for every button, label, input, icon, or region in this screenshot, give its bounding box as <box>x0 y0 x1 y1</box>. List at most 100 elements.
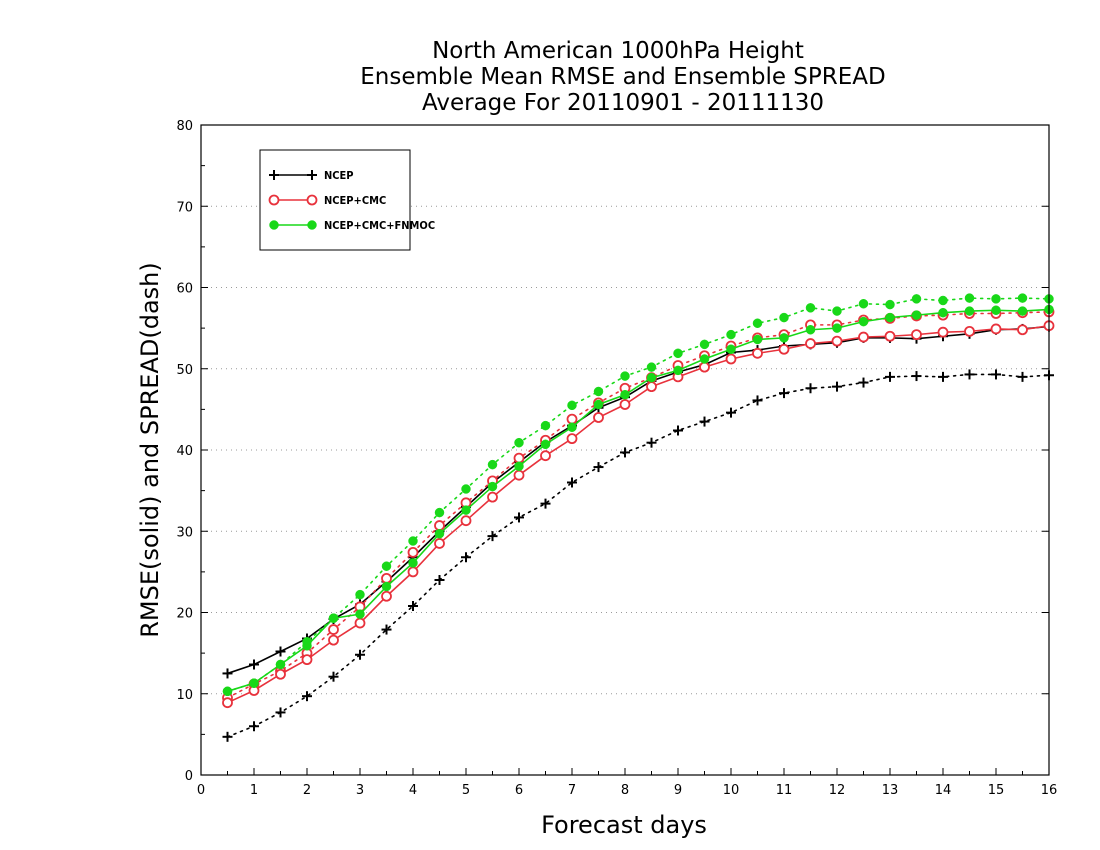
spread-point <box>249 721 259 732</box>
y-axis-label: RMSE(solid) and SPREAD(dash) <box>136 262 164 638</box>
spread-point <box>381 572 392 584</box>
rmse-point <box>805 338 816 349</box>
rmse-point <box>328 613 339 623</box>
spread-point <box>567 477 577 488</box>
spread-point <box>487 459 498 470</box>
spread-point <box>434 575 445 585</box>
spread-point <box>407 546 419 558</box>
spread-point <box>328 671 339 682</box>
spread-point <box>858 299 869 309</box>
spread-point <box>885 371 895 382</box>
legend-item: NCEP <box>269 169 354 182</box>
spread-point <box>408 536 418 546</box>
rmse-point <box>858 331 869 343</box>
spread-point <box>487 531 498 542</box>
y-tick-label: 10 <box>176 688 193 703</box>
x-tick-label: 3 <box>356 783 364 798</box>
spread-point <box>461 552 471 563</box>
rmse-point <box>726 344 736 354</box>
legend-marker <box>307 220 317 230</box>
rmse-point <box>567 422 577 432</box>
legend-item: NCEP+CMC <box>268 194 386 207</box>
legend: NCEP NCEP+CMC NCEP+CMC+FNMOC <box>259 149 435 251</box>
x-tick-label: 12 <box>829 783 846 798</box>
rmse-point <box>646 381 657 393</box>
x-tick-label: 1 <box>250 783 258 798</box>
spread-point <box>222 731 233 742</box>
spread-point <box>566 413 578 425</box>
legend-label: NCEP <box>324 169 354 182</box>
spread-point <box>381 624 392 635</box>
rmse-point <box>911 329 922 341</box>
spread-point <box>726 329 736 340</box>
rmse-point <box>779 333 789 343</box>
rmse-point <box>434 528 445 539</box>
rmse-point <box>434 538 445 549</box>
spread-point <box>328 624 339 635</box>
y-tick-label: 80 <box>176 119 193 134</box>
legend-label: NCEP+CMC+FNMOC <box>324 219 435 232</box>
rmse-point <box>249 678 259 688</box>
rmse-point <box>937 326 949 338</box>
axes: 0 1 2 3 4 5 6 7 8 9 10 11 12 13 14 15 160102030405060708… <box>176 119 1057 798</box>
spread-point <box>911 371 922 382</box>
x-tick-label: 2 <box>303 783 311 798</box>
y-tick-label: 70 <box>176 200 193 215</box>
rmse-point <box>566 433 578 445</box>
spread-point <box>514 437 524 448</box>
rmse-point <box>328 634 339 646</box>
spread-point <box>991 369 1001 380</box>
chart-title-line-1: North American 1000hPa Height <box>432 38 804 64</box>
x-axis-label: Forecast days <box>541 811 707 839</box>
spread-point <box>646 362 657 372</box>
rmse-point <box>885 312 895 323</box>
x-tick-label: 7 <box>568 783 576 798</box>
spread-point <box>885 299 895 310</box>
spread-point <box>540 420 551 431</box>
spread-point <box>752 318 763 328</box>
spread-point <box>832 381 842 392</box>
rmse-point <box>991 305 1001 315</box>
y-tick-label: 0 <box>185 769 193 784</box>
rmse-point <box>275 659 286 670</box>
rmse-point <box>301 654 313 666</box>
rmse-point <box>1017 324 1028 336</box>
y-tick-label: 20 <box>176 607 193 622</box>
rmse-point <box>911 310 922 320</box>
x-tick-label: 16 <box>1041 783 1058 798</box>
spread-point <box>832 306 842 316</box>
spread-point <box>620 371 630 381</box>
legend-marker <box>306 194 318 206</box>
spread-point <box>726 407 736 418</box>
legend-marker <box>269 220 279 230</box>
rmse-point <box>805 325 816 335</box>
spread-point <box>275 707 286 718</box>
rmse-point <box>593 412 604 423</box>
spread-point <box>355 649 365 660</box>
x-tick-label: 13 <box>882 783 899 798</box>
rmse-point <box>460 515 472 527</box>
rmse-point <box>646 372 657 383</box>
spread-point <box>673 425 683 436</box>
x-tick-label: 14 <box>935 783 952 798</box>
rmse-point <box>461 505 471 515</box>
x-tick-label: 9 <box>674 783 682 798</box>
rmse-point <box>513 469 525 481</box>
spread-point <box>540 498 551 509</box>
x-tick-label: 4 <box>409 783 417 798</box>
spread-point <box>699 339 710 350</box>
spread-point <box>355 589 365 600</box>
spread-point <box>513 452 525 464</box>
spread-point <box>1017 371 1028 382</box>
rmse-point <box>408 558 418 568</box>
spread-point <box>302 691 312 702</box>
spread-point <box>964 293 975 303</box>
x-tick-label: 11 <box>776 783 793 798</box>
rmse-point <box>884 330 896 342</box>
legend-label: NCEP+CMC <box>324 194 386 207</box>
legend-marker <box>269 170 279 180</box>
spread-point <box>408 601 418 611</box>
rmse-point <box>381 581 392 592</box>
rmse-point <box>275 668 286 680</box>
series-2 <box>222 293 1054 697</box>
